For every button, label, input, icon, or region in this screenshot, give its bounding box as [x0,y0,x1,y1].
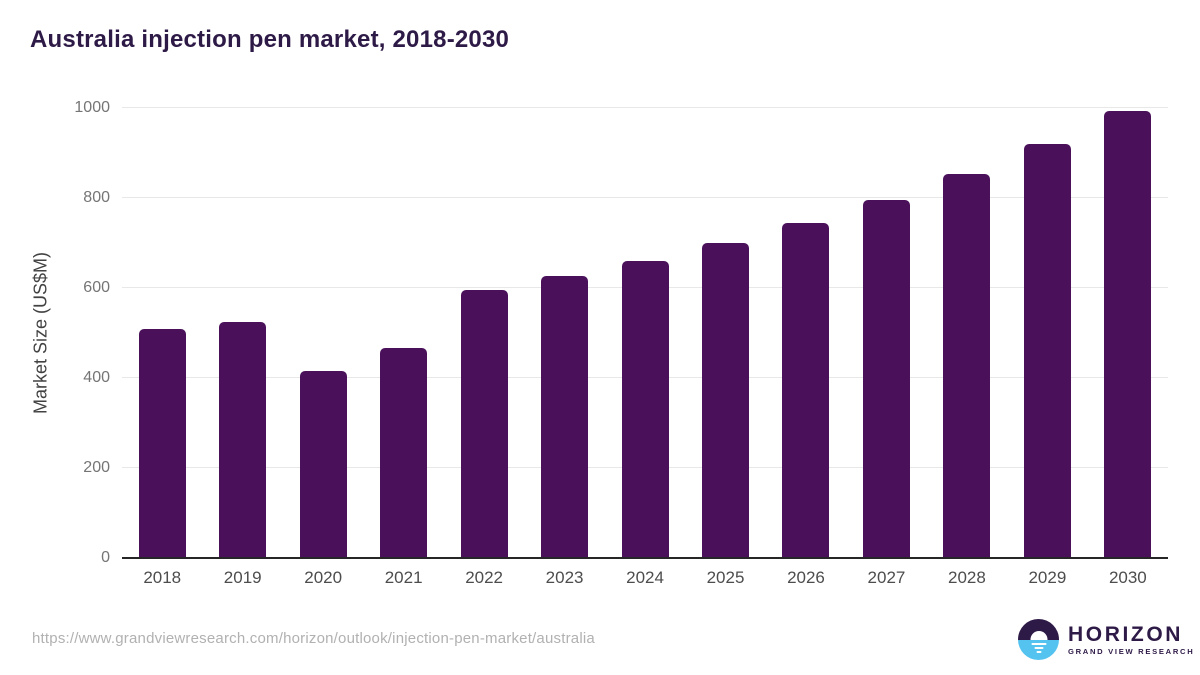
x-label-2029: 2029 [1028,568,1067,587]
bar-2030[interactable] [1104,111,1152,558]
bar-slot-2023 [524,108,604,558]
logo-reflection-line [1036,650,1041,653]
bar-slot-2026 [766,108,846,558]
logo-text: HORIZON GRAND VIEW RESEARCH [1068,624,1194,656]
bar-slot-2024 [605,108,685,558]
bar-slot-2019 [202,108,282,558]
bar-2020[interactable] [299,371,347,558]
y-axis-ticks: 0 200 400 600 800 1000 [0,99,110,566]
logo-sky-half [1018,619,1059,640]
bar-slot-2029 [1007,108,1087,558]
bar-slot-2021 [363,108,443,558]
bar-2019[interactable] [219,321,267,558]
logo-sun [1030,630,1047,640]
x-label-2027: 2027 [867,568,906,587]
bar-slot-2022 [444,108,524,558]
bar-2029[interactable] [1023,144,1071,558]
horizon-logo: HORIZON GRAND VIEW RESEARCH [1018,619,1194,660]
logo-reflection-line [1031,642,1046,645]
bar-2021[interactable] [380,348,428,558]
x-label-2026: 2026 [787,568,825,587]
logo-subtitle: GRAND VIEW RESEARCH [1068,646,1195,656]
bar-2028[interactable] [943,174,991,558]
x-label-2021: 2021 [384,568,423,587]
x-label-2020: 2020 [304,568,343,587]
logo-reflection-line [1034,646,1043,649]
bar-slot-2030 [1088,108,1168,558]
x-label-2028: 2028 [948,568,986,587]
x-label-2019: 2019 [223,568,262,587]
bar-2022[interactable] [460,289,508,558]
chart-title: Australia injection pen market, 2018-203… [30,26,510,53]
x-label-2023: 2023 [545,568,584,587]
horizon-sunset-icon [1018,619,1059,660]
bar-2027[interactable] [862,199,910,558]
y-tick-label-800: 800 [83,189,110,206]
x-axis-labels: 2018 2019 2020 2021 2022 2023 2024 2025 2026 2027… [122,568,1168,588]
y-tick-label-600: 600 [83,279,110,296]
x-label-2024: 2024 [626,568,664,587]
y-tick-label-1000: 1000 [74,99,110,116]
x-label-2025: 2025 [706,568,745,587]
y-tick-label-0: 0 [101,549,110,566]
bar-2018[interactable] [138,329,186,558]
bar-slot-2027 [846,108,926,558]
bar-2024[interactable] [621,261,669,558]
bar-slot-2020 [283,108,363,558]
bar-2025[interactable] [702,242,750,558]
bar-2023[interactable] [541,275,589,558]
bar-slot-2018 [122,108,202,558]
x-label-2022: 2022 [465,568,504,587]
bar-slot-2025 [685,108,765,558]
bar-2026[interactable] [782,222,830,558]
y-tick-label-200: 200 [83,459,110,476]
bar-slot-2028 [927,108,1007,558]
source-url: https://www.grandviewresearch.com/horizo… [32,630,595,647]
bar-series [122,108,1168,558]
plot-area [122,107,1168,559]
x-label-2018: 2018 [143,568,182,587]
y-tick-label-400: 400 [83,369,110,386]
logo-sea-half [1018,639,1059,660]
gridline-1000 [122,107,1168,108]
x-axis-line [122,557,1168,559]
gridline-800 [122,197,1168,198]
logo-name: HORIZON [1068,622,1184,646]
x-label-2030: 2030 [1108,568,1147,587]
